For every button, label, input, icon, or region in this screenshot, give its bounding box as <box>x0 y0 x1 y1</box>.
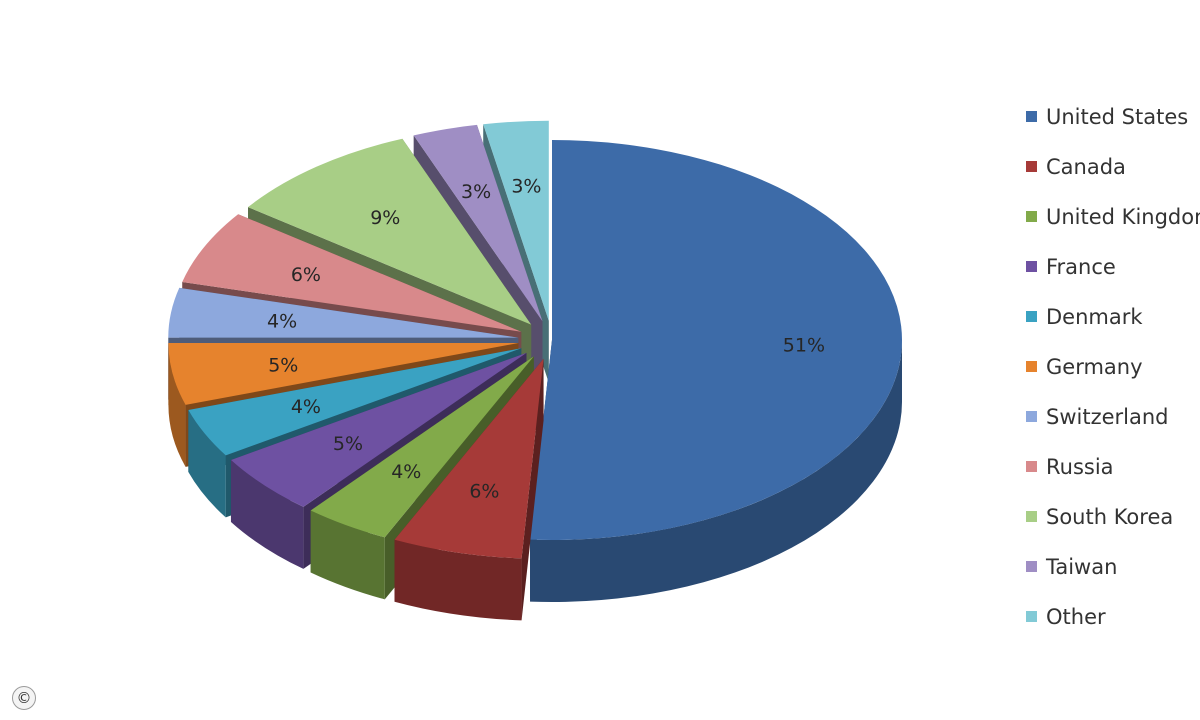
slice-top-united-states <box>530 140 903 541</box>
slice-united-states <box>530 140 903 602</box>
legend-label-taiwan: Taiwan <box>1045 555 1117 579</box>
data-label-switzerland: 4% <box>267 311 297 333</box>
copyright-icon: © <box>12 686 36 710</box>
legend-label-france: France <box>1046 255 1116 279</box>
legend-swatch-taiwan <box>1026 561 1037 572</box>
legend-swatch-other <box>1026 611 1037 622</box>
legend-item-denmark: Denmark <box>1026 305 1143 329</box>
legend-item-canada: Canada <box>1026 155 1126 179</box>
legend-swatch-south-korea <box>1026 511 1037 522</box>
slice-rim-denmark <box>188 410 226 518</box>
legend-label-united-kingdom: United Kingdom <box>1046 205 1200 229</box>
legend-label-russia: Russia <box>1046 455 1114 479</box>
slice-rim-canada <box>394 539 522 621</box>
slice-top-canada <box>394 358 544 559</box>
legend-label-germany: Germany <box>1046 355 1143 379</box>
data-label-russia: 6% <box>291 264 321 286</box>
legend-swatch-switzerland <box>1026 411 1037 422</box>
data-label-united-states: 51% <box>783 335 825 357</box>
data-label-taiwan: 3% <box>461 181 491 203</box>
data-label-other: 3% <box>511 175 541 197</box>
slice-top-other <box>483 120 549 321</box>
legend-item-russia: Russia <box>1026 455 1114 479</box>
data-labels: 51% 6% 4% 5% 4% 5% 4% 6% 9% 3% 3% <box>267 175 825 502</box>
slice-rim-germany <box>168 343 186 467</box>
legend-label-other: Other <box>1046 605 1106 629</box>
slice-top-france <box>230 352 527 507</box>
legend-item-switzerland: Switzerland <box>1026 405 1169 429</box>
legend-swatch-united-states <box>1026 111 1037 122</box>
legend-item-south-korea: South Korea <box>1026 505 1173 529</box>
slice-canada <box>394 358 544 621</box>
legend-item-taiwan: Taiwan <box>1026 555 1117 579</box>
slice-rim-united-kingdom <box>310 510 385 600</box>
legend-item-germany: Germany <box>1026 355 1143 379</box>
legend-label-denmark: Denmark <box>1046 305 1143 329</box>
slice-wall-denmark-end <box>188 348 522 473</box>
legend-swatch-canada <box>1026 161 1037 172</box>
slice-top-russia <box>182 214 522 332</box>
legend-swatch-france <box>1026 261 1037 272</box>
slice-rim-united-states <box>530 340 902 602</box>
data-label-france: 5% <box>333 433 363 455</box>
slice-top-denmark <box>188 348 522 456</box>
slice-rim-france <box>230 459 304 569</box>
legend-swatch-united-kingdom <box>1026 211 1037 222</box>
slice-top-south-korea <box>248 138 532 325</box>
legend-label-united-states: United States <box>1046 105 1188 129</box>
slice-top-taiwan <box>413 124 543 322</box>
data-label-united-kingdom: 4% <box>391 461 421 483</box>
legend-item-united-states: United States <box>1026 105 1188 129</box>
data-label-south-korea: 9% <box>370 207 400 229</box>
legend-item-france: France <box>1026 255 1116 279</box>
slice-top-switzerland <box>168 287 519 338</box>
legend-swatch-denmark <box>1026 311 1037 322</box>
legend-item-united-kingdom: United Kingdom <box>1026 205 1200 229</box>
data-label-canada: 6% <box>469 481 499 503</box>
legend-label-canada: Canada <box>1046 155 1126 179</box>
legend: United States Canada United Kingdom France D… <box>1026 105 1200 629</box>
pie-slices <box>168 120 903 621</box>
data-label-denmark: 4% <box>291 396 321 418</box>
slice-top-united-kingdom <box>310 356 534 538</box>
legend-swatch-germany <box>1026 361 1037 372</box>
slice-top-germany <box>168 343 519 405</box>
legend-swatch-russia <box>1026 461 1037 472</box>
legend-label-switzerland: Switzerland <box>1046 405 1169 429</box>
legend-label-south-korea: South Korea <box>1046 505 1173 529</box>
data-label-germany: 5% <box>268 354 298 376</box>
legend-item-other: Other <box>1026 605 1106 629</box>
